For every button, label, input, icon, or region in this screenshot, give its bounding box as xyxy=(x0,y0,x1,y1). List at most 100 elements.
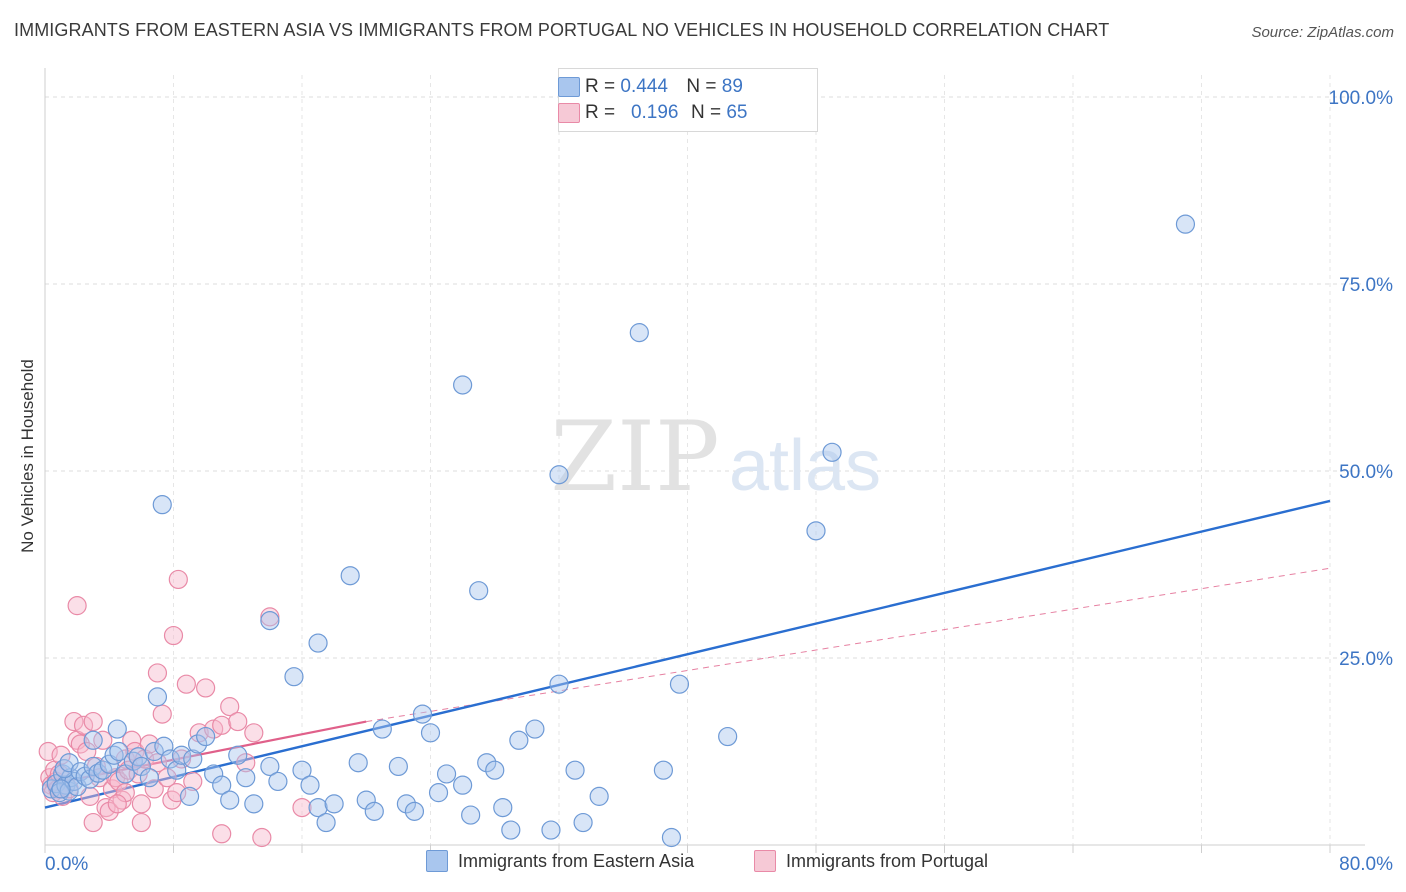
data-point-eastern-asia xyxy=(109,741,129,762)
bottom-legend-swatch-pink xyxy=(754,850,776,872)
data-point-eastern-asia xyxy=(573,812,593,833)
bottom-legend-portugal: Immigrants from Portugal xyxy=(754,850,988,872)
data-point-eastern-asia xyxy=(541,820,561,840)
data-point-eastern-asia xyxy=(372,719,392,739)
data-point-portugal xyxy=(107,794,127,814)
data-point-eastern-asia xyxy=(565,760,585,780)
legend-n-label: N = xyxy=(686,76,717,97)
data-point-portugal xyxy=(212,715,232,735)
data-point-eastern-asia xyxy=(509,730,529,750)
data-point-portugal xyxy=(292,797,312,818)
correlation-legend: R = 0.444 N = 89 R = 0.196 N = 65 xyxy=(558,68,818,132)
data-point-portugal xyxy=(131,812,151,833)
bottom-legend-eastern-asia: Immigrants from Eastern Asia xyxy=(426,850,694,872)
chart-title: IMMIGRANTS FROM EASTERN ASIA VS IMMIGRAN… xyxy=(14,20,1110,40)
data-point-eastern-asia xyxy=(300,775,320,795)
trend-line-eastern-asia xyxy=(44,499,1331,809)
data-point-eastern-asia xyxy=(152,495,172,515)
data-point-eastern-asia xyxy=(260,610,280,631)
watermark: ZIP atlas xyxy=(550,401,881,513)
x-tick-label: 0.0% xyxy=(45,854,88,875)
data-point-eastern-asia xyxy=(179,786,200,806)
legend-n-label: N = xyxy=(690,102,722,123)
data-point-portugal xyxy=(93,730,113,750)
data-point-eastern-asia xyxy=(348,753,368,773)
data-point-eastern-asia xyxy=(469,581,489,601)
bottom-legend-label: Immigrants from Portugal xyxy=(786,850,989,871)
trend-line-portugal-extended xyxy=(366,567,1331,723)
data-point-portugal xyxy=(152,704,172,724)
data-point-eastern-asia xyxy=(453,375,473,395)
series-portugal-points xyxy=(38,569,312,848)
data-point-eastern-asia xyxy=(144,741,164,762)
data-point-portugal xyxy=(244,723,264,743)
data-point-portugal xyxy=(147,753,168,773)
x-tick-label: 80.0% xyxy=(1339,854,1393,875)
y-tick-label: 50.0% xyxy=(1339,462,1393,483)
data-point-portugal xyxy=(147,663,168,683)
data-point-portugal xyxy=(83,812,103,833)
data-point-eastern-asia xyxy=(244,794,264,814)
y-tick-label: 100.0% xyxy=(1329,88,1394,109)
data-point-eastern-asia xyxy=(139,768,160,788)
data-point-eastern-asia xyxy=(187,734,208,754)
data-point-portugal xyxy=(83,711,103,732)
data-point-eastern-asia xyxy=(549,674,569,694)
data-point-eastern-asia xyxy=(404,801,425,821)
data-point-portugal xyxy=(80,786,100,806)
data-point-eastern-asia xyxy=(428,783,449,803)
data-point-eastern-asia xyxy=(340,566,360,586)
data-point-eastern-asia xyxy=(420,723,441,743)
data-point-eastern-asia xyxy=(436,764,457,784)
data-point-eastern-asia xyxy=(653,760,674,780)
data-point-eastern-asia xyxy=(167,760,187,780)
data-point-eastern-asia xyxy=(669,674,690,694)
legend-r-value: 0.444 xyxy=(620,76,668,97)
data-point-portugal xyxy=(96,797,116,818)
source-label: Source: ZipAtlas.com xyxy=(1251,24,1394,41)
data-point-eastern-asia xyxy=(396,794,417,814)
data-point-eastern-asia xyxy=(461,805,481,825)
bottom-legend-swatch-blue xyxy=(426,850,448,872)
data-point-portugal xyxy=(183,771,203,792)
y-tick-label: 25.0% xyxy=(1339,649,1393,670)
data-point-eastern-asia xyxy=(589,786,609,806)
data-point-portugal xyxy=(67,596,87,616)
data-point-eastern-asia xyxy=(501,820,521,840)
data-point-eastern-asia xyxy=(99,754,119,774)
trend-lines xyxy=(44,499,1331,809)
data-point-eastern-asia xyxy=(308,797,328,818)
data-point-portugal xyxy=(99,801,119,821)
data-point-eastern-asia xyxy=(292,760,312,780)
data-point-eastern-asia xyxy=(260,756,280,777)
data-point-eastern-asia xyxy=(147,687,168,707)
data-point-eastern-asia xyxy=(364,801,384,821)
data-point-eastern-asia xyxy=(316,812,336,833)
data-point-eastern-asia xyxy=(196,726,216,747)
data-point-portugal xyxy=(131,794,151,814)
data-point-eastern-asia xyxy=(356,790,376,810)
data-point-portugal xyxy=(252,827,272,848)
data-point-eastern-asia xyxy=(525,719,545,739)
legend-n-value: 89 xyxy=(721,76,743,97)
data-point-eastern-asia xyxy=(51,779,71,799)
watermark-atlas: atlas xyxy=(729,426,881,506)
axes xyxy=(44,68,1365,853)
legend-r-value: 0.196 xyxy=(630,102,679,123)
data-point-portugal xyxy=(220,697,240,717)
data-point-portugal xyxy=(118,760,139,780)
data-point-portugal xyxy=(64,711,84,732)
data-point-portugal xyxy=(73,715,94,735)
data-point-eastern-asia xyxy=(412,704,433,724)
legend-swatch-blue xyxy=(558,77,580,97)
legend-row-eastern-asia: R = 0.444 N = 89 xyxy=(558,75,743,99)
data-point-eastern-asia xyxy=(183,749,203,769)
legend-r-label: R = xyxy=(585,102,616,123)
data-point-eastern-asia xyxy=(236,768,256,788)
data-point-eastern-asia xyxy=(284,667,304,687)
data-point-eastern-asia xyxy=(107,719,127,739)
data-point-eastern-asia xyxy=(388,756,408,777)
data-point-portugal xyxy=(228,711,248,732)
data-point-eastern-asia xyxy=(661,827,682,848)
